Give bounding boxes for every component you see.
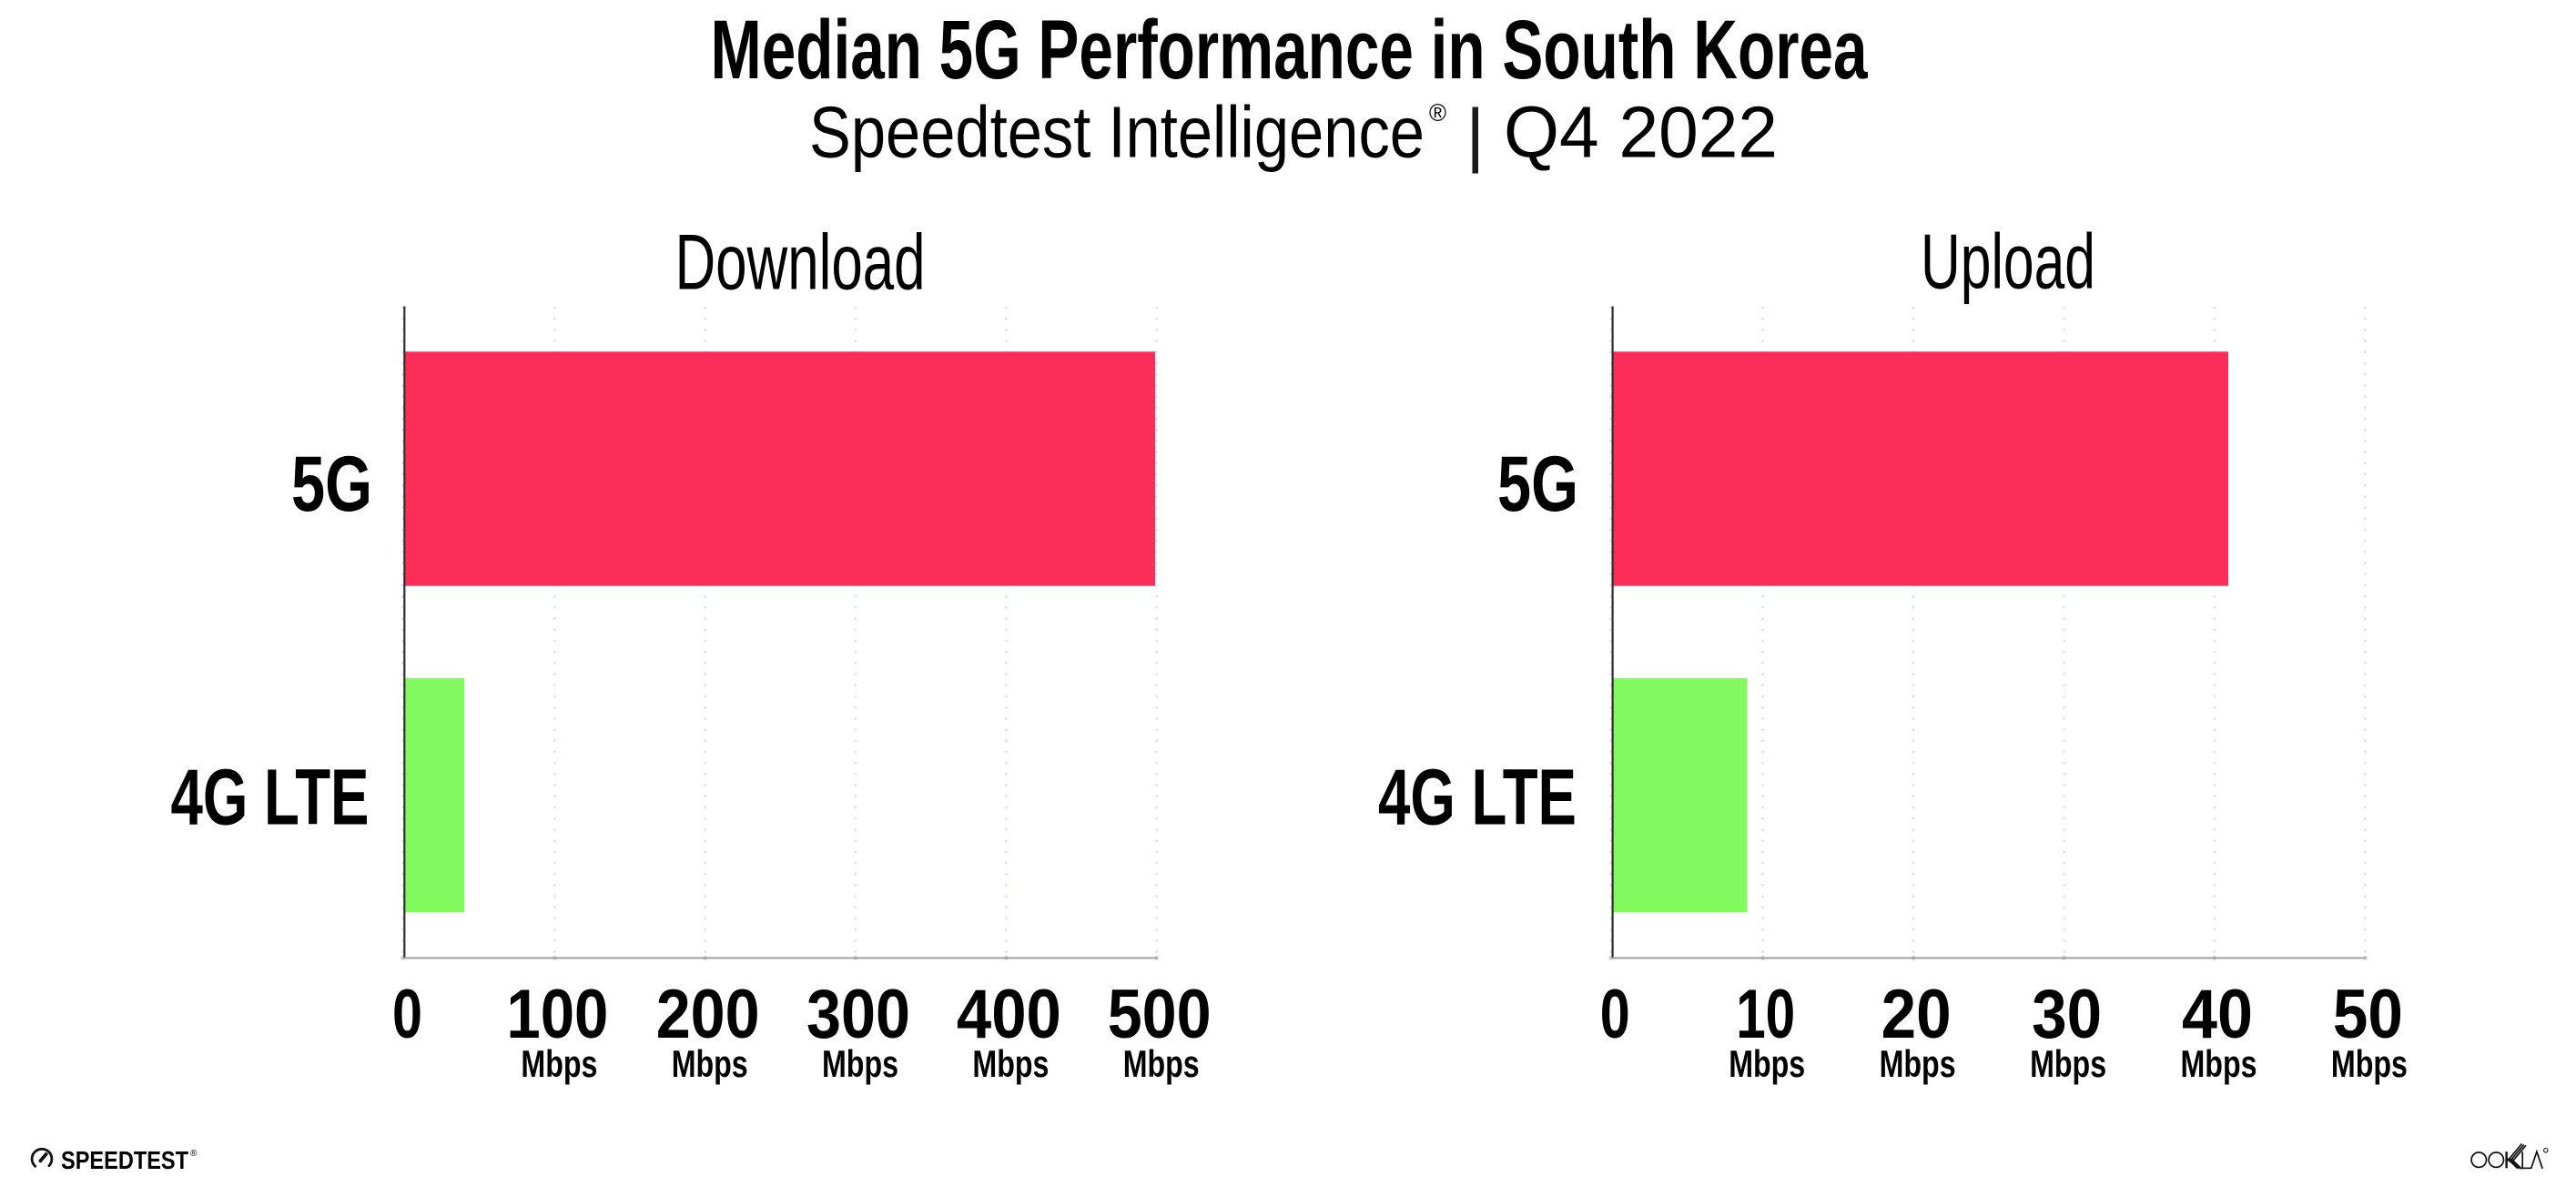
- svg-text:Mbps: Mbps: [2181, 1042, 2257, 1085]
- svg-text:0: 0: [392, 976, 422, 1053]
- svg-text:Speedtest Intelligence: Speedtest Intelligence: [809, 92, 1425, 173]
- svg-text:®: ®: [1429, 99, 1446, 127]
- svg-text:Mbps: Mbps: [822, 1042, 898, 1085]
- svg-text:30: 30: [2032, 976, 2102, 1053]
- svg-text:Mbps: Mbps: [972, 1042, 1049, 1085]
- svg-text:300: 300: [806, 976, 910, 1053]
- svg-text:4G LTE: 4G LTE: [1378, 753, 1577, 841]
- svg-text:5G: 5G: [1497, 441, 1578, 528]
- svg-text:Mbps: Mbps: [1880, 1042, 1956, 1085]
- svg-text:100: 100: [506, 976, 608, 1053]
- svg-text:5G: 5G: [291, 441, 372, 528]
- svg-text:Q4 2022: Q4 2022: [1504, 92, 1778, 173]
- svg-text:Mbps: Mbps: [521, 1042, 597, 1085]
- svg-text:Mbps: Mbps: [1729, 1042, 1805, 1085]
- svg-text:4G LTE: 4G LTE: [171, 753, 370, 841]
- svg-text:500: 500: [1108, 976, 1212, 1053]
- svg-text:Mbps: Mbps: [2331, 1042, 2408, 1085]
- svg-text:®: ®: [190, 1149, 198, 1159]
- svg-text:SPEEDTEST: SPEEDTEST: [61, 1146, 188, 1174]
- svg-text:Mbps: Mbps: [2030, 1042, 2106, 1085]
- svg-text:200: 200: [656, 976, 760, 1053]
- svg-text:0: 0: [1600, 976, 1630, 1053]
- svg-text:Median 5G Performance in South: Median 5G Performance in South Korea: [711, 4, 1869, 96]
- svg-text:400: 400: [957, 976, 1061, 1053]
- svg-text:Mbps: Mbps: [672, 1042, 748, 1085]
- svg-text:Upload: Upload: [1921, 219, 2095, 306]
- svg-text:Download: Download: [675, 219, 926, 307]
- svg-text:50: 50: [2333, 976, 2403, 1053]
- svg-text:20: 20: [1881, 976, 1952, 1053]
- svg-text:40: 40: [2182, 976, 2253, 1053]
- svg-text:10: 10: [1736, 976, 1795, 1053]
- svg-text:Mbps: Mbps: [1123, 1042, 1200, 1085]
